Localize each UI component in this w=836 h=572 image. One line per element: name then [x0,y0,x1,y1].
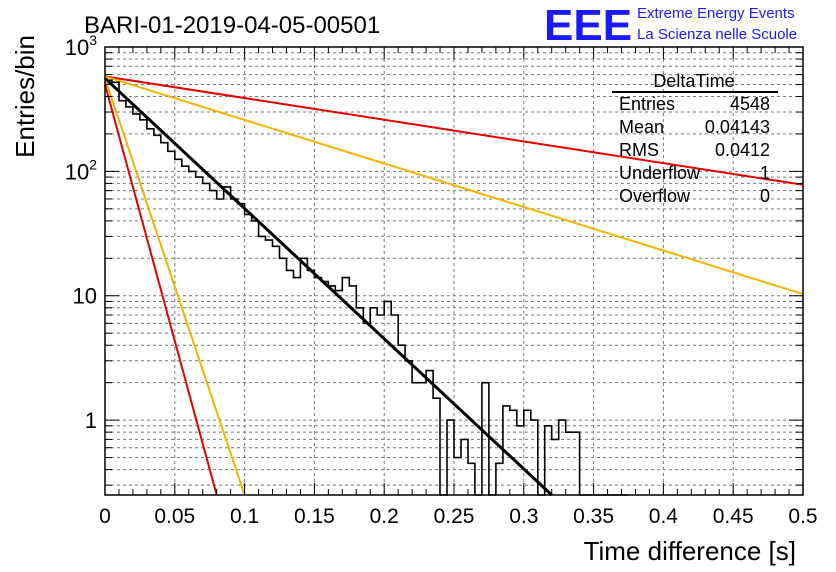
logo-line-1: Extreme Energy Events [637,5,795,22]
x-tick-label: 0.3 [509,505,538,528]
histogram [105,79,629,496]
stats-value-mean: 0.04143 [705,117,770,137]
fit-curve-2 [104,75,804,296]
stats-value-underflow: 1 [760,163,770,183]
x-tick-label: 0.05 [154,505,195,528]
y-tick-label: 10 [73,284,97,309]
stats-value-entries: 4548 [730,94,770,114]
axes [104,46,804,496]
fit-curve-3 [104,77,246,496]
x-tick-label: 0.45 [713,505,754,528]
x-tick-label: 0.1 [230,505,259,528]
stats-value-rms: 0.0412 [715,140,770,160]
fit-curve-4 [104,84,218,496]
histogram-outline [105,79,629,496]
y-tick-label: 103 [65,32,97,60]
x-tick-label: 0.25 [434,505,475,528]
x-tick-label: 0.35 [573,505,614,528]
y-tick-labels: 1 10 102 103 [65,32,97,433]
x-tick-label: 0 [99,505,111,528]
stats-label-entries: Entries [619,94,675,114]
chart-title: BARI-01-2019-04-05-00501 [84,12,380,39]
x-tick-labels: 0 0.05 0.1 0.15 0.2 0.25 0.3 0.35 0.4 0.45 0.5 [99,505,817,528]
stats-box: DeltaTime Entries 4548 Mean 0.04143 RMS … [612,71,778,206]
stats-label-mean: Mean [619,117,664,137]
fit-curve-1 [104,75,804,186]
stats-label-underflow: Underflow [619,163,701,183]
eee-logo-mark: EEE [544,1,632,50]
x-tick-label: 0.15 [294,505,335,528]
y-tick-label: 1 [85,408,97,433]
stats-title: DeltaTime [653,71,734,91]
stats-value-overflow: 0 [760,186,770,206]
x-tick-label: 0.2 [370,505,399,528]
x-tick-label: 0.4 [649,505,679,528]
stats-label-overflow: Overflow [619,186,691,206]
logo-line-2: La Scienza nelle Scuole [637,26,797,43]
y-axis-label: Entries/bin [10,35,40,158]
stats-label-rms: RMS [619,140,659,160]
x-axis-label: Time difference [s] [584,536,796,566]
y-tick-label: 102 [65,156,97,184]
x-tick-label: 0.5 [788,505,817,528]
